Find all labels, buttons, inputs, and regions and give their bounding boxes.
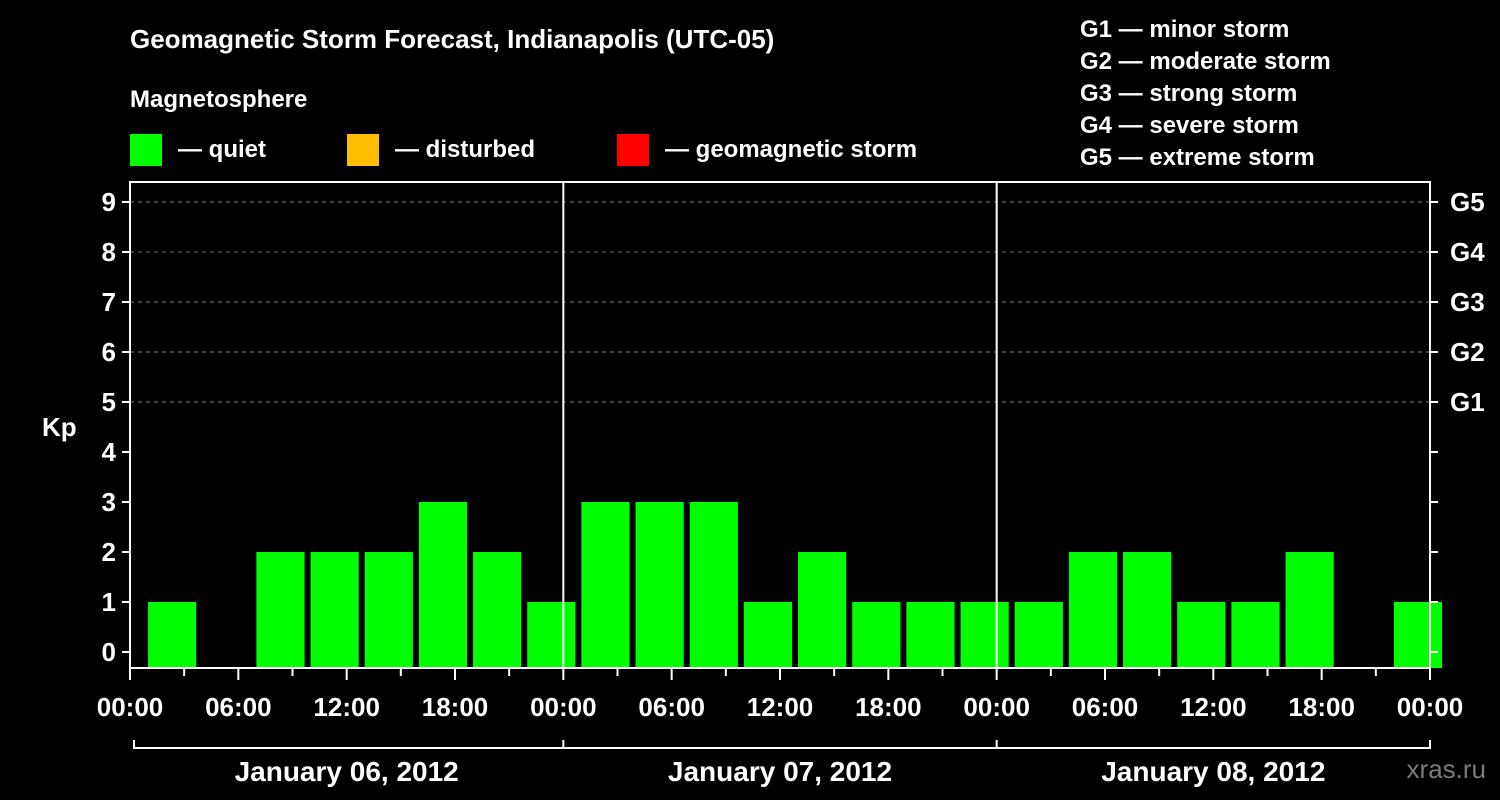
legend-storm-label: — geomagnetic storm [665,136,918,163]
kp-bar [1285,552,1334,668]
magnetosphere-heading: Magnetosphere [130,86,308,113]
right-axis-label: G5 [1450,187,1485,217]
kp-bar [1177,602,1226,668]
x-tick-label: 00:00 [97,692,164,722]
kp-bar [960,602,1009,668]
kp-bar [743,602,793,668]
kp-bar [1231,602,1280,668]
legend-storm: — geomagnetic storm [617,134,917,166]
right-axis-label: G1 [1450,387,1485,417]
kp-bar [581,502,630,668]
legend-disturbed-label: — disturbed [395,136,536,163]
storm-scale-g2: G2 — moderate storm [1080,48,1331,75]
storm-scale-g3: G3 — strong storm [1080,80,1298,107]
chart-title: Geomagnetic Storm Forecast, Indianapolis… [130,24,775,54]
right-axis-label: G2 [1450,337,1485,367]
kp-bar [527,602,576,668]
x-tick-label: 12:00 [747,692,814,722]
x-tick-label: 00:00 [1397,692,1464,722]
x-tick-label: 06:00 [638,692,705,722]
storm-scale-legend: G1 — minor storm G2 — moderate storm G3 … [1080,14,1331,174]
kp-bar [1014,602,1063,668]
kp-bar [256,552,305,668]
x-tick-label: 12:00 [313,692,380,722]
legend-quiet: — quiet [130,134,266,166]
x-tick-label: 06:00 [1072,692,1139,722]
legend-disturbed: — disturbed [347,134,535,166]
y-tick-label: 7 [102,287,116,317]
watermark: xras.ru [1406,754,1486,784]
kp-bar [689,502,738,668]
y-tick-label: 1 [102,587,116,617]
y-axis-label: Kp [42,412,77,442]
kp-bar [364,552,413,668]
y-tick-label: 2 [102,537,116,567]
storm-scale-g4: G4 — severe storm [1080,112,1299,139]
y-tick-label: 0 [102,637,116,667]
legend-disturbed-swatch [347,134,379,166]
date-label: January 07, 2012 [668,756,892,787]
x-tick-label: 12:00 [1180,692,1247,722]
storm-scale-g1: G1 — minor storm [1080,16,1290,43]
y-tick-label: 6 [102,337,116,367]
y-tick-label: 9 [102,187,116,217]
kp-bar [1068,552,1118,668]
kp-bar [635,502,684,668]
right-axis-label: G4 [1450,237,1485,267]
storm-scale-g5: G5 — extreme storm [1080,144,1315,171]
kp-bar [852,602,901,668]
date-label: January 06, 2012 [235,756,459,787]
kp-bar [473,552,522,668]
x-tick-label: 18:00 [422,692,489,722]
x-tick-label: 00:00 [530,692,597,722]
y-tick-label: 8 [102,237,116,267]
x-tick-label: 00:00 [963,692,1030,722]
x-tick-label: 18:00 [1288,692,1355,722]
date-label: January 08, 2012 [1101,756,1325,787]
y-tick-label: 5 [102,387,116,417]
kp-bar [310,552,359,668]
kp-bar [1393,602,1443,668]
kp-bar [148,602,197,668]
right-axis-label: G3 [1450,287,1485,317]
kp-bar [1123,552,1172,668]
x-tick-label: 18:00 [855,692,922,722]
kp-bar [418,502,468,668]
y-tick-label: 4 [102,437,117,467]
x-tick-label: 06:00 [205,692,272,722]
kp-bar [906,602,955,668]
legend-quiet-swatch [130,134,162,166]
legend-storm-swatch [617,134,649,166]
legend-quiet-label: — quiet [178,136,266,163]
kp-bar [798,552,847,668]
y-tick-label: 3 [102,487,116,517]
